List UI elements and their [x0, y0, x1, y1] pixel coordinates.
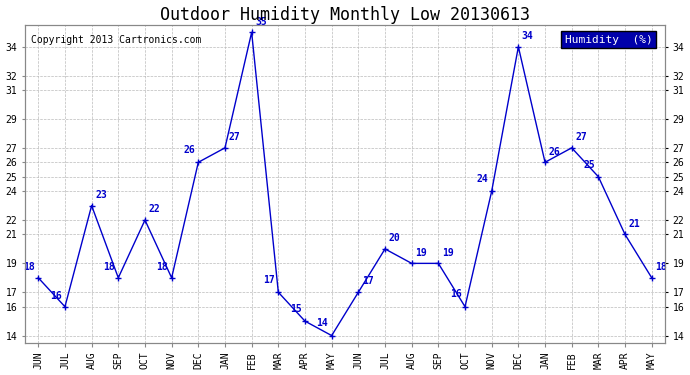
Text: 26: 26 [549, 147, 560, 156]
Text: 23: 23 [95, 190, 107, 200]
Text: 21: 21 [629, 219, 640, 229]
Text: Copyright 2013 Cartronics.com: Copyright 2013 Cartronics.com [31, 34, 201, 45]
Text: 22: 22 [148, 204, 160, 214]
Text: 17: 17 [362, 276, 373, 286]
Text: 15: 15 [290, 304, 302, 314]
Text: 26: 26 [183, 145, 195, 155]
Text: 18: 18 [656, 262, 667, 272]
Text: 35: 35 [255, 16, 267, 27]
Text: 27: 27 [575, 132, 587, 142]
Text: 19: 19 [415, 248, 427, 258]
Title: Outdoor Humidity Monthly Low 20130613: Outdoor Humidity Monthly Low 20130613 [160, 6, 530, 24]
Text: 25: 25 [583, 159, 595, 170]
Text: 24: 24 [477, 174, 489, 184]
Text: 18: 18 [23, 262, 34, 272]
Text: Humidity  (%): Humidity (%) [564, 34, 652, 45]
Text: 16: 16 [50, 291, 61, 301]
Text: 18: 18 [103, 262, 115, 272]
Text: 20: 20 [388, 233, 400, 243]
Text: 18: 18 [157, 262, 168, 272]
Text: 16: 16 [450, 290, 462, 300]
Text: 14: 14 [317, 318, 328, 328]
Text: 17: 17 [263, 275, 275, 285]
Text: 34: 34 [522, 31, 533, 41]
Text: 19: 19 [442, 248, 453, 258]
Text: 27: 27 [228, 132, 240, 142]
